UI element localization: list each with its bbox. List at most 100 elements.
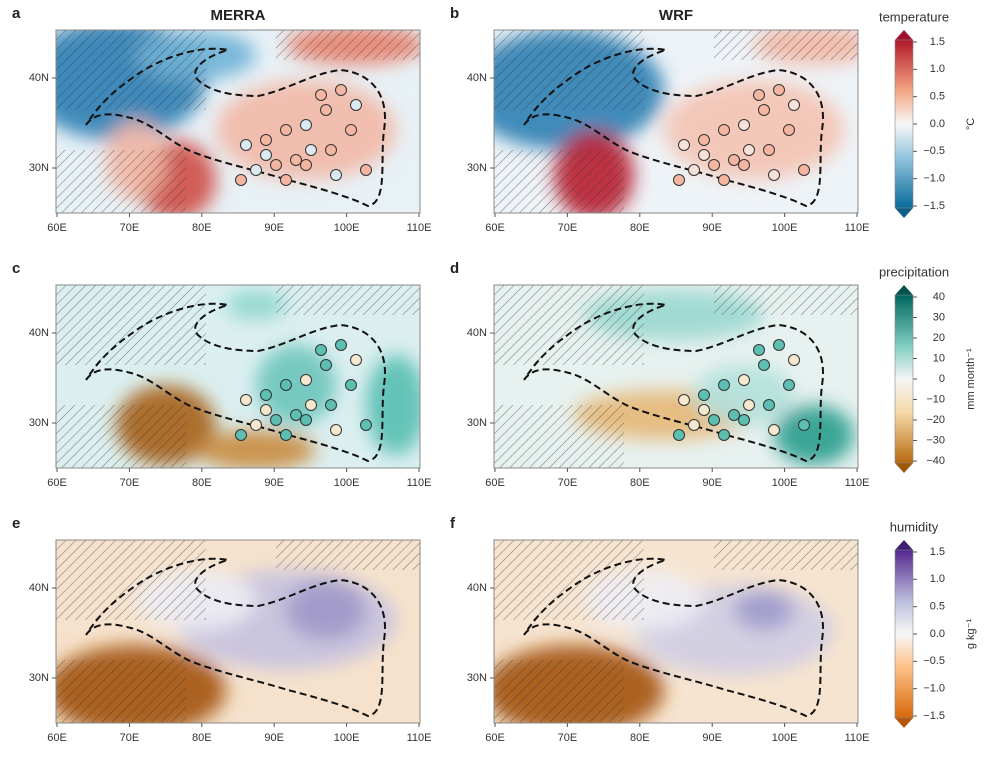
station [689, 165, 700, 176]
y-tick-label: 30N [467, 417, 487, 429]
colorbar-scale [895, 40, 913, 208]
station [744, 400, 755, 411]
station [709, 415, 720, 426]
anomaly-blob [366, 355, 426, 455]
hatching [56, 285, 206, 365]
hatching [276, 30, 420, 60]
station [331, 425, 342, 436]
colorbar-tick-label: −1.5 [923, 200, 945, 212]
station [744, 145, 755, 156]
x-tick-label: 70E [120, 477, 140, 489]
colorbar-tick-label: 0.0 [930, 118, 945, 130]
hatching [494, 285, 644, 365]
station [271, 415, 282, 426]
colorbar-extend [895, 285, 913, 295]
colorbar-unit: mm month⁻¹ [965, 348, 977, 410]
colorbar-tick-label: 0 [939, 373, 945, 385]
station [271, 160, 282, 171]
hatching [494, 540, 644, 620]
colorbar-tick-label: 0.0 [930, 628, 945, 640]
station [679, 395, 690, 406]
anomaly-blob [286, 580, 366, 640]
y-tick-label: 30N [29, 417, 49, 429]
hatching [714, 30, 858, 60]
panel-letter: d [450, 260, 459, 277]
x-tick-label: 60E [485, 222, 505, 234]
station [769, 425, 780, 436]
x-tick-label: 110E [407, 732, 432, 744]
colorbar-tick-label: −0.5 [923, 145, 945, 157]
station [764, 145, 775, 156]
x-tick-label: 80E [630, 732, 650, 744]
x-tick-label: 110E [845, 732, 870, 744]
hatching [56, 30, 206, 110]
station [719, 380, 730, 391]
x-tick-label: 60E [47, 477, 67, 489]
station [789, 355, 800, 366]
colorbar-tick-label: 30 [933, 311, 945, 323]
colorbar-extend [895, 30, 913, 40]
colorbar-extend [895, 540, 913, 550]
station [281, 380, 292, 391]
station [699, 150, 710, 161]
y-tick-label: 30N [29, 672, 49, 684]
station [306, 400, 317, 411]
station [291, 410, 302, 421]
station [351, 100, 362, 111]
station [754, 345, 765, 356]
station [316, 345, 327, 356]
station [281, 175, 292, 186]
hatching [276, 540, 420, 570]
x-tick-label: 90E [264, 732, 284, 744]
station [699, 405, 710, 416]
map-panel: c60E70E80E90E100E110E40N30N [12, 260, 431, 489]
colorbar-title: humidity [890, 519, 939, 534]
station [729, 410, 740, 421]
y-tick-label: 40N [467, 582, 487, 594]
x-tick-label: 70E [558, 732, 578, 744]
station [709, 160, 720, 171]
station [754, 90, 765, 101]
station [774, 85, 785, 96]
station [739, 375, 750, 386]
hatching [276, 285, 420, 315]
hatching [494, 150, 624, 213]
colorbar-tick-label: 0.5 [930, 601, 945, 613]
station [261, 405, 272, 416]
station [799, 165, 810, 176]
x-tick-label: 70E [120, 732, 140, 744]
hatching [714, 540, 858, 570]
colorbar-tick-label: −20 [926, 414, 945, 426]
x-tick-label: 80E [630, 477, 650, 489]
x-tick-label: 100E [334, 222, 360, 234]
y-tick-label: 30N [29, 162, 49, 174]
station [739, 120, 750, 131]
colorbar-unit: g kg⁻¹ [965, 619, 977, 650]
hatching [494, 405, 624, 468]
station [236, 175, 247, 186]
x-tick-label: 90E [264, 222, 284, 234]
station [301, 160, 312, 171]
station [321, 360, 332, 371]
x-tick-label: 110E [407, 222, 432, 234]
x-tick-label: 60E [485, 732, 505, 744]
x-tick-label: 100E [772, 732, 798, 744]
colorbar-tick-label: 1.5 [930, 546, 945, 558]
station [699, 135, 710, 146]
station [739, 415, 750, 426]
station [326, 145, 337, 156]
station [729, 155, 740, 166]
x-tick-label: 70E [558, 222, 578, 234]
colorbar-tick-label: −30 [926, 434, 945, 446]
panel-letter: f [450, 515, 456, 532]
y-tick-label: 40N [29, 327, 49, 339]
station [336, 85, 347, 96]
hatching [714, 285, 858, 315]
station [316, 90, 327, 101]
station [784, 380, 795, 391]
station [346, 125, 357, 136]
x-tick-label: 80E [192, 222, 212, 234]
